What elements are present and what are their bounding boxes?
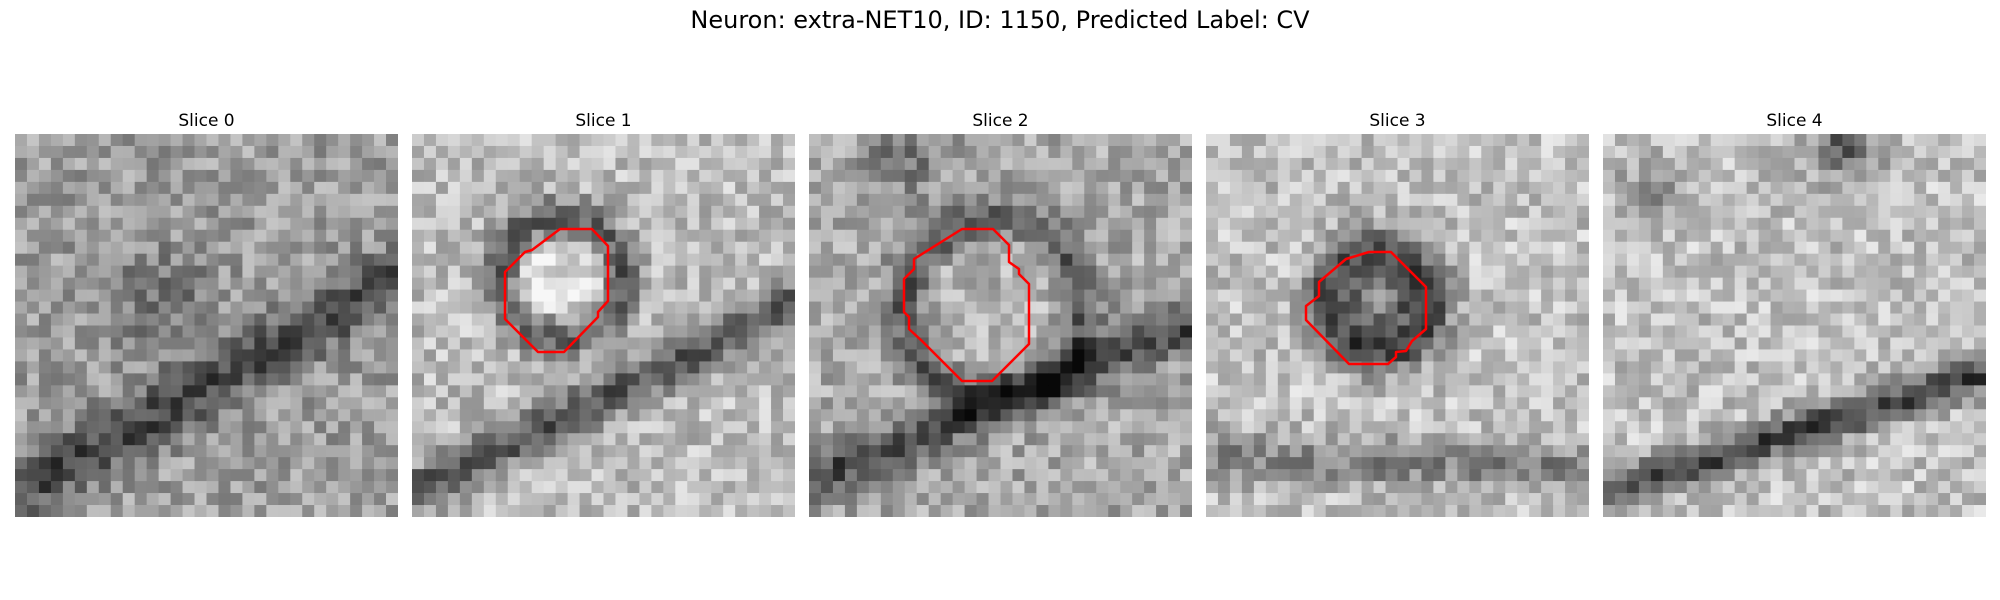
slice-panel-0: Slice 0 bbox=[15, 108, 398, 517]
slice-image bbox=[412, 134, 795, 517]
slice-title: Slice 3 bbox=[1369, 111, 1426, 131]
slice-panel-1: Slice 1 bbox=[412, 108, 795, 517]
slice-panel-3: Slice 3 bbox=[1206, 108, 1589, 517]
slice-image bbox=[15, 134, 398, 517]
slice-panel-2: Slice 2 bbox=[809, 108, 1192, 517]
slice-panel-4: Slice 4 bbox=[1603, 108, 1986, 517]
segmentation-contour bbox=[503, 227, 610, 354]
segmentation-contour bbox=[902, 227, 1031, 383]
slice-image bbox=[809, 134, 1192, 517]
slice-title: Slice 4 bbox=[1766, 111, 1823, 131]
slice-title: Slice 0 bbox=[178, 111, 235, 131]
segmentation-contour bbox=[1304, 250, 1428, 366]
slice-image bbox=[1603, 134, 1986, 517]
figure-title: Neuron: extra-NET10, ID: 1150, Predicted… bbox=[690, 6, 1310, 34]
slice-title: Slice 1 bbox=[575, 111, 632, 131]
slice-title: Slice 2 bbox=[972, 111, 1029, 131]
slice-image bbox=[1206, 134, 1589, 517]
